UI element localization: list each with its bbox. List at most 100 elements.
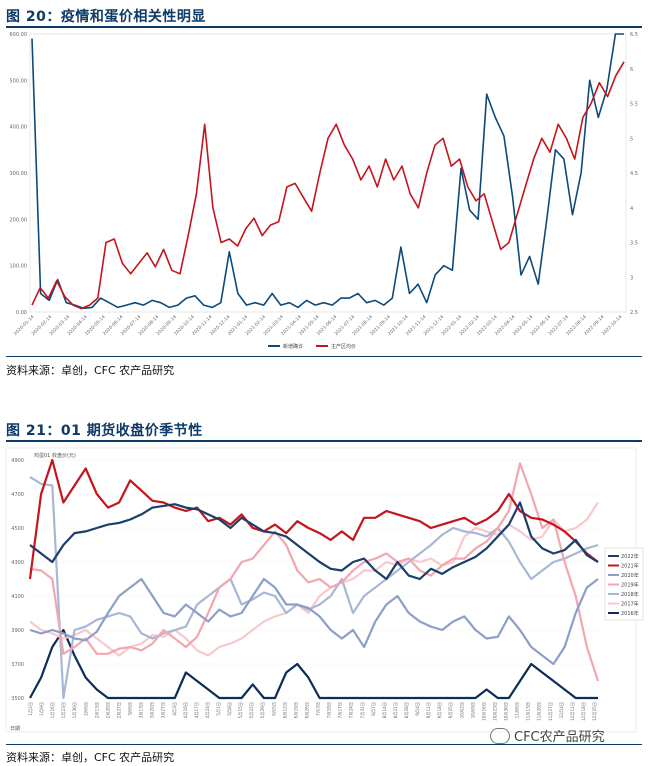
x-tick-label: 6月5日 xyxy=(271,702,277,716)
x-tick-label: 6月26日 xyxy=(304,702,310,718)
x-tick-label: 7月31日 xyxy=(360,702,366,718)
legend-label: 主产区均价 xyxy=(331,343,356,350)
series-line xyxy=(29,476,599,700)
x-tick-label: 3月20日 xyxy=(150,702,156,718)
figure2-rule xyxy=(6,440,642,442)
x-tick-label: 5月8日 xyxy=(227,702,233,716)
y-right-tick-label: 5.5 xyxy=(630,102,638,108)
x-tick-label: 6月19日 xyxy=(293,702,299,718)
y-right-tick-label: 6.5 xyxy=(630,32,638,38)
series-line xyxy=(29,501,599,657)
x-tick-label: 7月17日 xyxy=(338,702,344,718)
x-tick-label: 3月27日 xyxy=(161,702,167,718)
x-tick-label: 11月20日 xyxy=(537,702,543,721)
x-tick-label: 12月11日 xyxy=(570,702,576,721)
series-line xyxy=(29,577,599,666)
figure1-chart: 0.00 100.00 200.00 300.00 400.00 500.00 600.00… xyxy=(10,32,638,350)
figure1-title: 图 20：疫情和蛋价相关性明显 xyxy=(6,9,206,25)
y-tick-label: 3700 xyxy=(11,662,24,668)
y-right-tick-label: 6 xyxy=(630,67,633,73)
x-tick-label: 8月14日 xyxy=(382,702,388,718)
x-tick-label: 3月6日 xyxy=(128,702,134,716)
x-tick-label: 4月10日 xyxy=(183,702,189,718)
x-tick-label: 12月18日 xyxy=(581,702,587,721)
x-tick-label: 1月16日 xyxy=(50,702,56,718)
figure2-title: 图 21：01 期货收盘价季节性 xyxy=(6,423,203,439)
y-tick-label: 4300 xyxy=(11,560,24,566)
series-line xyxy=(29,462,600,682)
y-tick-label: 3500 xyxy=(11,696,24,702)
plot-area xyxy=(29,33,627,313)
x-tick-label: 11月27日 xyxy=(548,702,554,721)
figure1-bottom-rule xyxy=(6,356,642,357)
y-tick-label: 4900 xyxy=(11,458,24,464)
y-left-tick-label: 600.00 xyxy=(10,32,28,38)
y-left-tick-label: 200.00 xyxy=(10,217,28,223)
y-left-tick-label: 400.00 xyxy=(10,125,28,131)
x-tick-label: 12月4日 xyxy=(559,702,565,718)
x-tick-label: 9月18日 xyxy=(437,702,443,718)
x-tick-label: 8月7日 xyxy=(371,702,377,716)
x-corner-label: 日期 xyxy=(10,726,20,732)
chart-frame xyxy=(5,447,637,733)
figure2-source: 资料来源：卓创，CFC 农产品研究 xyxy=(6,751,175,764)
y-left-tick-label: 300.00 xyxy=(10,171,28,177)
legend-label: 2020年 xyxy=(621,572,639,579)
watermark-text: CFC农产品研究 xyxy=(514,730,605,745)
x-tick-label: 7月10日 xyxy=(327,702,333,718)
y-left-tick-label: 100.00 xyxy=(10,264,28,270)
y-right-tick-label: 4.5 xyxy=(630,171,638,177)
legend-label: 2022年 xyxy=(621,553,639,560)
x-tick-label: 1月9日 xyxy=(39,702,45,716)
x-tick-label: 4月17日 xyxy=(194,702,200,718)
x-tick-label: 1月2日 xyxy=(28,702,34,716)
y-right-tick-label: 3.5 xyxy=(630,241,638,247)
x-tick-label: 5月1日 xyxy=(216,702,222,716)
x-tick-label: 6月12日 xyxy=(282,702,288,718)
x-tick-label: 7月24日 xyxy=(349,702,355,718)
x-tick-label: 3月13日 xyxy=(139,702,145,718)
x-tick-label: 2月20日 xyxy=(105,702,111,718)
figure2-chart: 鸡蛋01 收盘价(元) 3500 3700 3900 4100 4300 4500 4700 4… xyxy=(5,447,644,733)
x-tick-label: 9月11日 xyxy=(426,702,432,718)
figure1-source: 资料来源：卓创，CFC 农产品研究 xyxy=(6,364,175,377)
x-tick-label: 10月30日 xyxy=(504,702,510,721)
legend-label: 2018年 xyxy=(621,591,639,598)
y-left-tick-label: 0.00 xyxy=(16,310,27,316)
figure1-rule xyxy=(6,26,642,28)
x-tick-label: 10月9日 xyxy=(470,702,476,718)
x-tick-label: 2月6日 xyxy=(83,702,89,716)
x-tick-label: 4月3日 xyxy=(172,702,178,716)
x-tick-label: 5月29日 xyxy=(260,702,266,718)
x-tick-label: 5月22日 xyxy=(249,702,255,718)
wechat-icon xyxy=(490,727,510,744)
y-left-tick-label: 500.00 xyxy=(10,78,28,84)
y-tick-label: 4500 xyxy=(11,526,24,532)
x-tick-label: 2月27日 xyxy=(116,702,122,718)
x-tick-label: 9月25日 xyxy=(448,702,454,718)
x-tick-label: 4月24日 xyxy=(205,702,211,718)
legend-label: 2017年 xyxy=(621,601,639,608)
y-right-tick-label: 4 xyxy=(630,206,633,212)
x-tick-label: 1月23日 xyxy=(61,702,67,718)
legend-label: 新增确诊 xyxy=(283,343,303,350)
x-tick-label: 5月15日 xyxy=(238,702,244,718)
x-tick-label: 2月13日 xyxy=(94,702,100,718)
series-line xyxy=(29,628,598,700)
x-tick-label: 1月30日 xyxy=(72,702,78,718)
y-tick-label: 3900 xyxy=(11,628,24,634)
x-tick-label: 8月28日 xyxy=(404,702,410,718)
legend-label: 2016年 xyxy=(621,610,639,617)
x-tick-label: 11月13日 xyxy=(526,702,532,721)
legend-label: 2021年 xyxy=(621,563,639,570)
series-line xyxy=(31,33,624,310)
y-right-tick-label: 2.5 xyxy=(630,310,638,316)
x-tick-label: 10月2日 xyxy=(459,702,465,718)
legend-label: 2019年 xyxy=(621,582,639,589)
watermark: CFC农产品研究 xyxy=(490,726,605,745)
x-tick-label: 8月21日 xyxy=(393,702,399,718)
x-tick-label: 11月6日 xyxy=(515,702,521,718)
y-right-tick-label: 3 xyxy=(630,275,633,281)
y-tick-label: 4700 xyxy=(11,492,24,498)
y-top-label: 鸡蛋01 收盘价(元) xyxy=(34,452,76,459)
